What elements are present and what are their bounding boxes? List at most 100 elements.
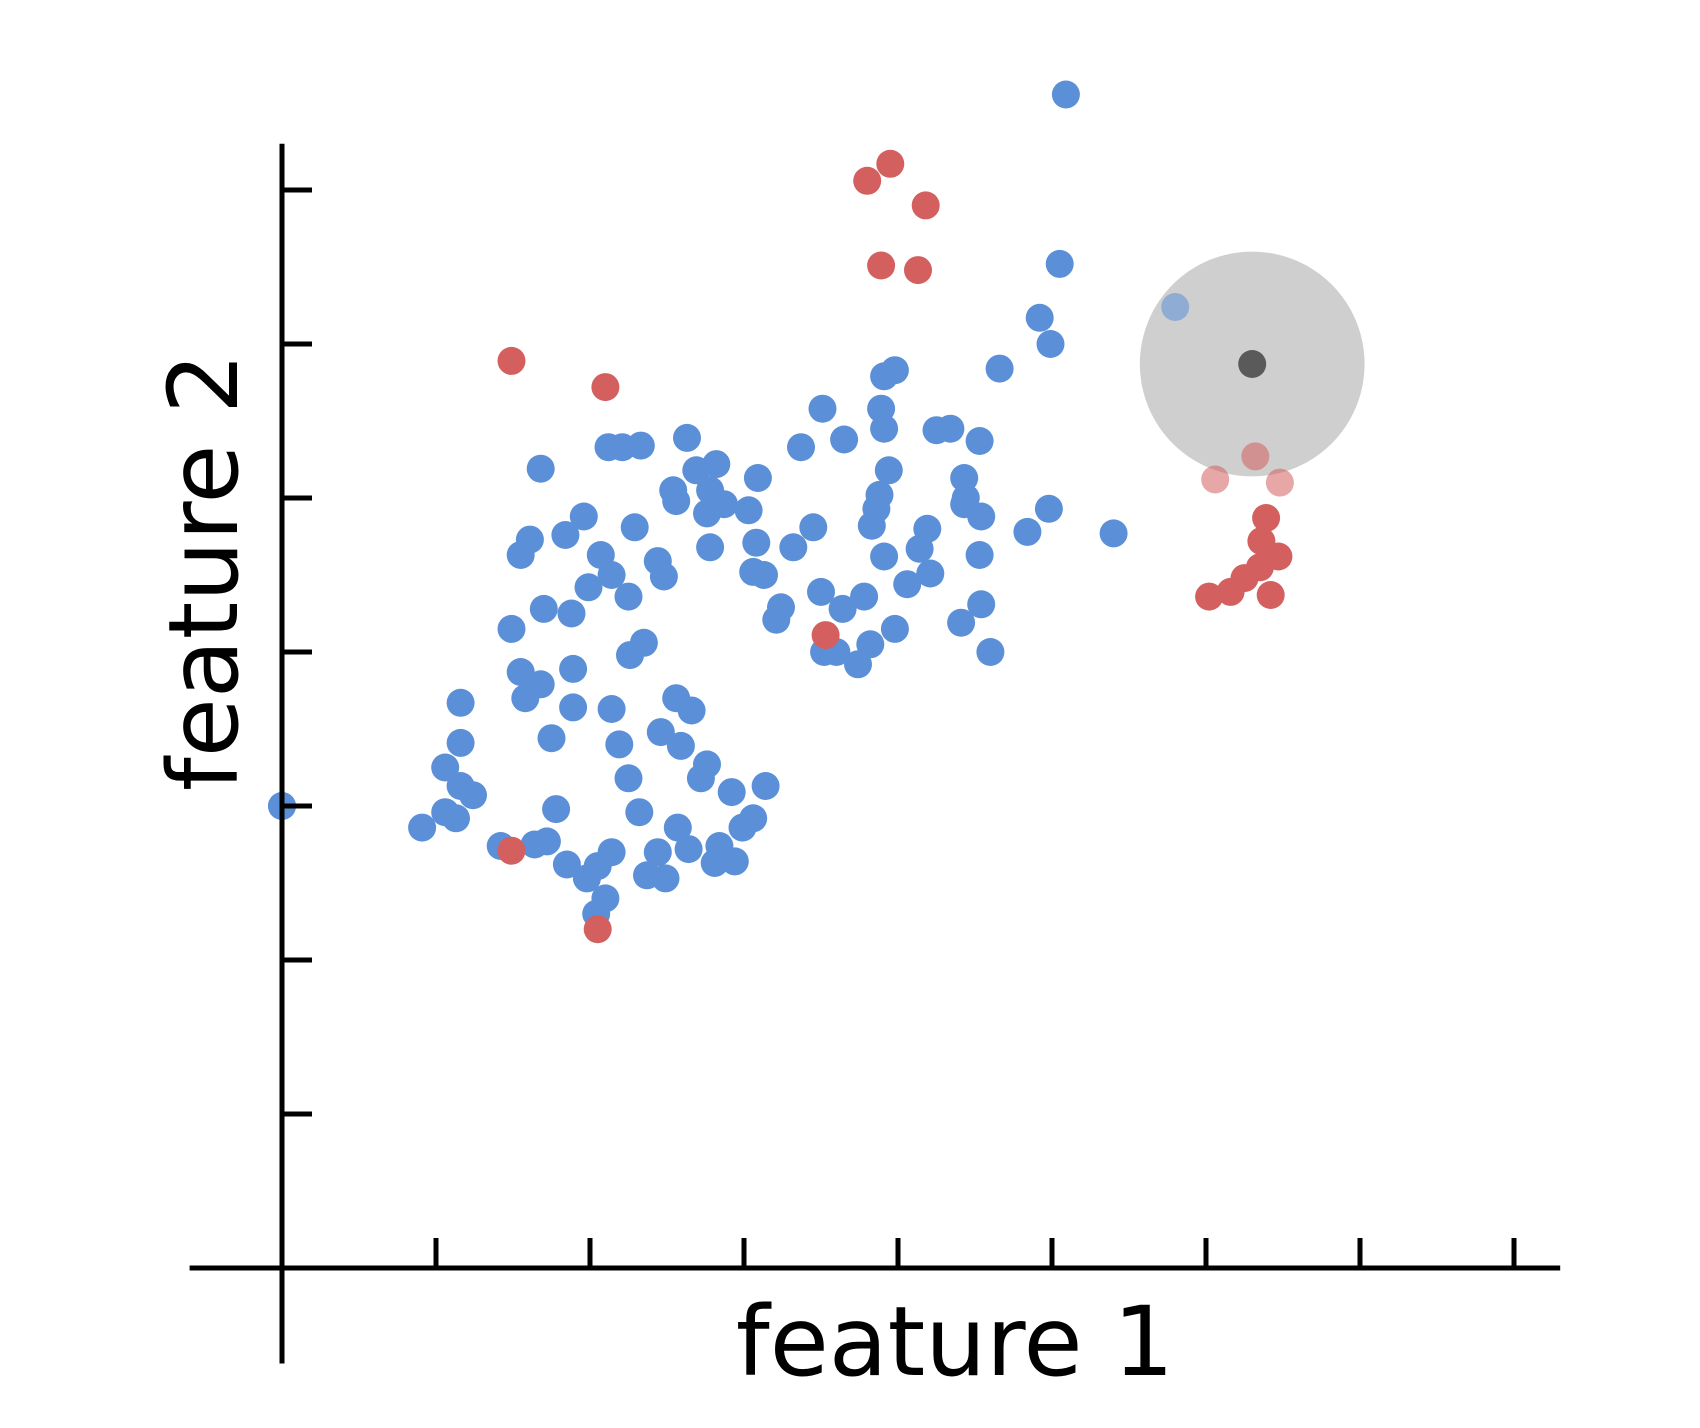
data-point-class-a bbox=[511, 684, 540, 713]
data-point-class-a bbox=[646, 718, 675, 747]
data-point-class-a bbox=[742, 528, 771, 557]
data-point-class-b bbox=[853, 166, 882, 195]
data-point-class-a bbox=[633, 861, 661, 890]
data-point-class-a bbox=[574, 573, 603, 602]
data-point-class-a bbox=[830, 425, 859, 454]
neighbor-point-class-a bbox=[1161, 293, 1190, 321]
data-point-class-b bbox=[1256, 581, 1285, 609]
data-point-class-a bbox=[649, 562, 678, 591]
data-point-class-a bbox=[586, 541, 615, 569]
data-point-class-a bbox=[870, 542, 899, 571]
data-point-class-a bbox=[666, 731, 695, 760]
data-point-class-a bbox=[677, 696, 706, 725]
data-point-class-a bbox=[446, 688, 475, 717]
neighbor-point-class-b bbox=[1201, 465, 1230, 494]
data-point-class-a bbox=[728, 813, 757, 842]
data-point-class-a bbox=[965, 427, 994, 455]
data-point-class-b bbox=[497, 346, 526, 375]
data-point-class-a bbox=[976, 638, 1005, 666]
data-point-class-a bbox=[643, 838, 672, 867]
data-point-class-a bbox=[682, 456, 711, 485]
data-point-class-a bbox=[870, 414, 899, 443]
axes bbox=[189, 143, 1561, 1364]
data-point-class-a bbox=[808, 394, 837, 423]
data-point-class-a bbox=[1099, 519, 1128, 548]
data-point-class-a bbox=[696, 533, 725, 562]
data-point-class-a bbox=[459, 781, 487, 810]
data-point-class-a bbox=[1013, 517, 1042, 546]
data-point-class-a bbox=[605, 730, 634, 759]
data-point-class-a bbox=[743, 464, 772, 492]
data-point-class-a bbox=[950, 464, 979, 492]
data-point-class-a bbox=[537, 724, 566, 753]
data-point-class-b bbox=[1245, 553, 1274, 582]
data-point-class-a bbox=[1051, 80, 1080, 109]
data-point-class-a bbox=[559, 693, 588, 722]
data-point-class-a bbox=[569, 502, 598, 531]
data-point-class-a bbox=[557, 599, 586, 628]
plot-area bbox=[268, 80, 1365, 944]
data-point-class-b bbox=[1195, 582, 1224, 611]
data-point-class-a bbox=[850, 582, 879, 611]
data-point-class-a bbox=[506, 658, 535, 686]
data-point-class-b bbox=[911, 191, 940, 220]
data-point-class-a bbox=[559, 654, 588, 683]
data-point-class-b bbox=[497, 836, 526, 865]
data-point-class-a bbox=[431, 753, 460, 782]
data-point-class-a bbox=[693, 499, 721, 528]
data-point-class-a bbox=[625, 798, 654, 827]
data-point-class-a bbox=[529, 594, 558, 623]
data-point-class-b bbox=[1252, 504, 1281, 532]
data-point-class-a bbox=[597, 838, 626, 867]
data-point-class-a bbox=[497, 614, 526, 643]
data-point-class-a bbox=[751, 772, 780, 800]
data-point-class-a bbox=[526, 454, 555, 483]
query-point bbox=[1238, 350, 1267, 378]
data-point-class-a bbox=[936, 414, 965, 443]
data-point-class-a bbox=[1036, 330, 1065, 358]
data-point-class-a bbox=[693, 750, 721, 779]
data-point-class-a bbox=[857, 511, 886, 540]
data-point-class-a bbox=[674, 835, 703, 864]
data-point-class-a bbox=[662, 487, 691, 516]
data-point-class-a bbox=[616, 641, 644, 670]
neighbor-point-class-b bbox=[1241, 442, 1270, 471]
data-point-class-a bbox=[880, 614, 909, 643]
data-point-class-a bbox=[734, 496, 763, 525]
data-point-class-a bbox=[880, 356, 909, 385]
data-point-class-a bbox=[552, 850, 581, 879]
data-point-class-a bbox=[597, 695, 626, 723]
data-point-class-b bbox=[811, 621, 840, 650]
data-point-class-a bbox=[1045, 249, 1074, 278]
data-point-class-a bbox=[551, 521, 580, 549]
data-point-class-a bbox=[767, 593, 795, 622]
data-point-class-a bbox=[515, 525, 544, 554]
data-point-class-a bbox=[779, 533, 808, 562]
data-point-class-a bbox=[614, 764, 643, 793]
data-point-class-a bbox=[947, 608, 976, 637]
data-point-class-a bbox=[663, 813, 692, 842]
data-point-class-a bbox=[717, 778, 746, 807]
data-point-class-b bbox=[1216, 577, 1245, 606]
neighbor-point-class-b bbox=[1265, 468, 1294, 497]
data-point-class-a bbox=[874, 456, 903, 485]
data-point-class-a bbox=[442, 804, 470, 833]
data-point-class-a bbox=[985, 354, 1014, 383]
data-point-class-a bbox=[950, 490, 979, 519]
data-point-class-a bbox=[614, 582, 643, 611]
data-point-class-a bbox=[594, 433, 623, 462]
data-point-class-a bbox=[700, 849, 729, 877]
data-point-class-b bbox=[876, 149, 905, 178]
data-point-class-a bbox=[1025, 303, 1054, 332]
data-point-class-a bbox=[532, 827, 561, 856]
data-point-class-a bbox=[916, 559, 945, 588]
data-point-class-a bbox=[720, 847, 749, 876]
y-axis-label: feature 2 bbox=[148, 353, 260, 791]
data-point-class-b bbox=[583, 915, 612, 944]
data-point-class-a bbox=[591, 884, 620, 913]
data-point-class-a bbox=[673, 423, 701, 452]
data-point-class-b bbox=[867, 251, 896, 280]
data-point-class-a bbox=[620, 513, 649, 542]
x-axis-label: feature 1 bbox=[736, 1286, 1174, 1398]
